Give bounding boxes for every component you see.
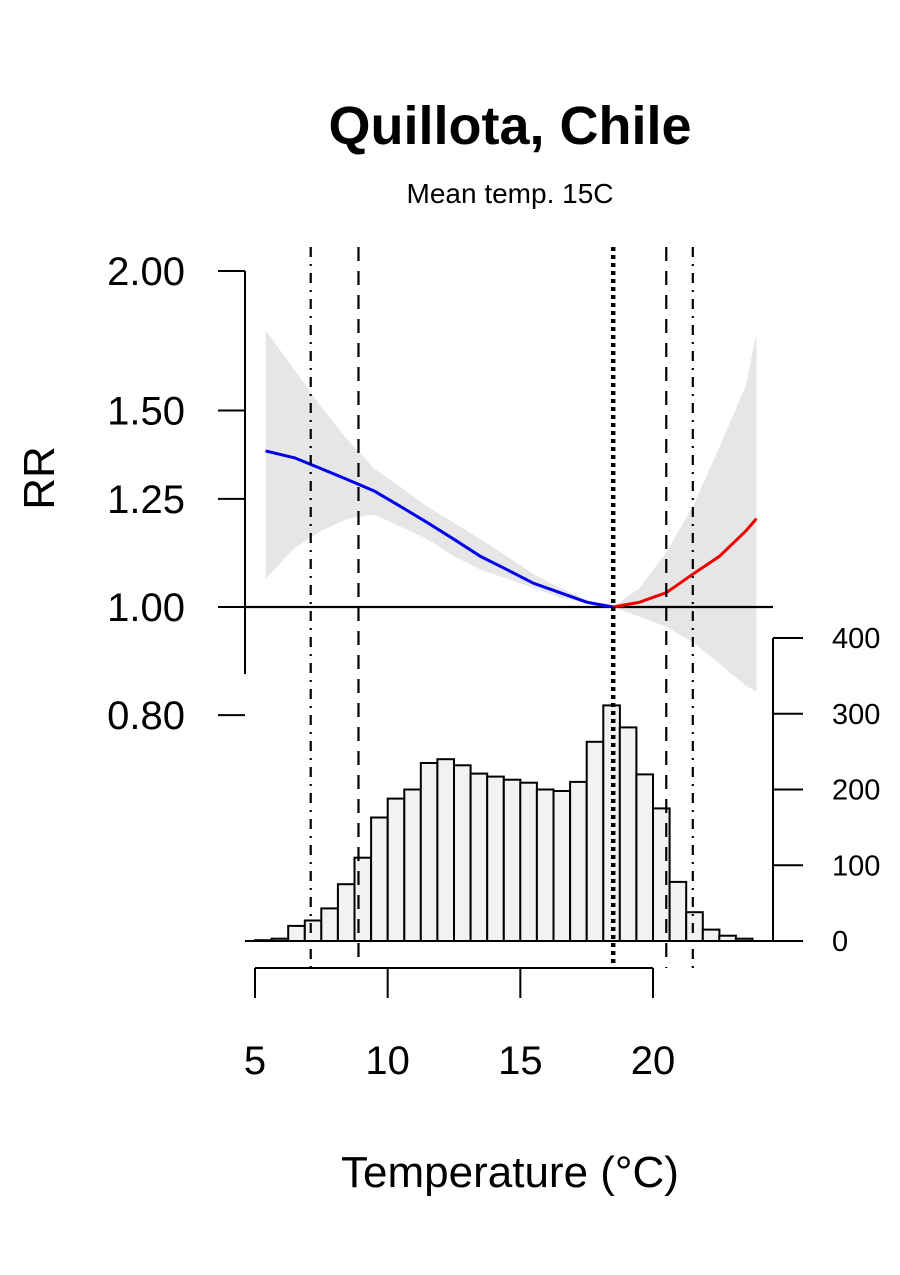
x-axis-label: Temperature (°C) [341, 1148, 679, 1197]
histogram-bar [353, 856, 373, 943]
ci-band-cold [265, 330, 614, 607]
x-tick-label: 15 [498, 1039, 543, 1083]
rr-curve-cold [265, 449, 614, 609]
ci-band-heat [613, 333, 757, 692]
chart-subtitle: Mean temp. 15C [407, 178, 614, 209]
histogram-bar [701, 928, 721, 942]
histogram-bar [618, 726, 638, 943]
histogram-tick-label: 0 [832, 926, 848, 958]
x-tick-label: 20 [631, 1039, 676, 1083]
histogram-bar [403, 788, 422, 942]
histogram-bar [320, 907, 339, 943]
x-tick-label: 5 [244, 1039, 266, 1083]
histogram-tick-label: 100 [832, 850, 880, 882]
histogram-bar [585, 740, 605, 942]
chart-title: Quillota, Chile [328, 96, 691, 156]
histogram-bar [502, 778, 522, 943]
histogram-bar [419, 762, 439, 942]
y-tick-label: 1.50 [107, 389, 185, 433]
histogram-bar [386, 797, 406, 942]
histogram-bar [336, 883, 356, 943]
histogram-bar [370, 816, 389, 942]
histogram-bar [486, 775, 505, 942]
y-tick-label: 1.00 [107, 586, 185, 630]
histogram-bar [469, 772, 489, 942]
y-tick-label: 2.00 [107, 250, 185, 294]
histogram-bar [552, 790, 572, 942]
histogram-bar [668, 880, 688, 943]
plot-area: 0.80 1.00 1.25 1.50 2.00 0 100 200 300 400 5 10 15 20 [107, 247, 880, 1083]
histogram-bar [569, 780, 588, 943]
y-tick-label: 0.80 [107, 694, 185, 738]
histogram-bar [287, 924, 306, 943]
histogram-bar [535, 788, 555, 942]
histogram-bar [303, 919, 323, 942]
histogram-bar [436, 758, 455, 943]
histogram-bar [453, 764, 472, 942]
histogram-bar [635, 773, 655, 943]
x-tick-label: 10 [365, 1039, 410, 1083]
y-axis-label: RR [15, 446, 64, 510]
histogram-tick-label: 300 [832, 699, 880, 731]
histogram-bar [519, 781, 538, 943]
rr-curve-heat [612, 517, 758, 609]
histogram-tick-label: 400 [832, 623, 880, 655]
histogram-bar [685, 911, 704, 943]
histogram-tick-label: 200 [832, 775, 880, 807]
y-tick-label: 1.25 [107, 478, 185, 522]
